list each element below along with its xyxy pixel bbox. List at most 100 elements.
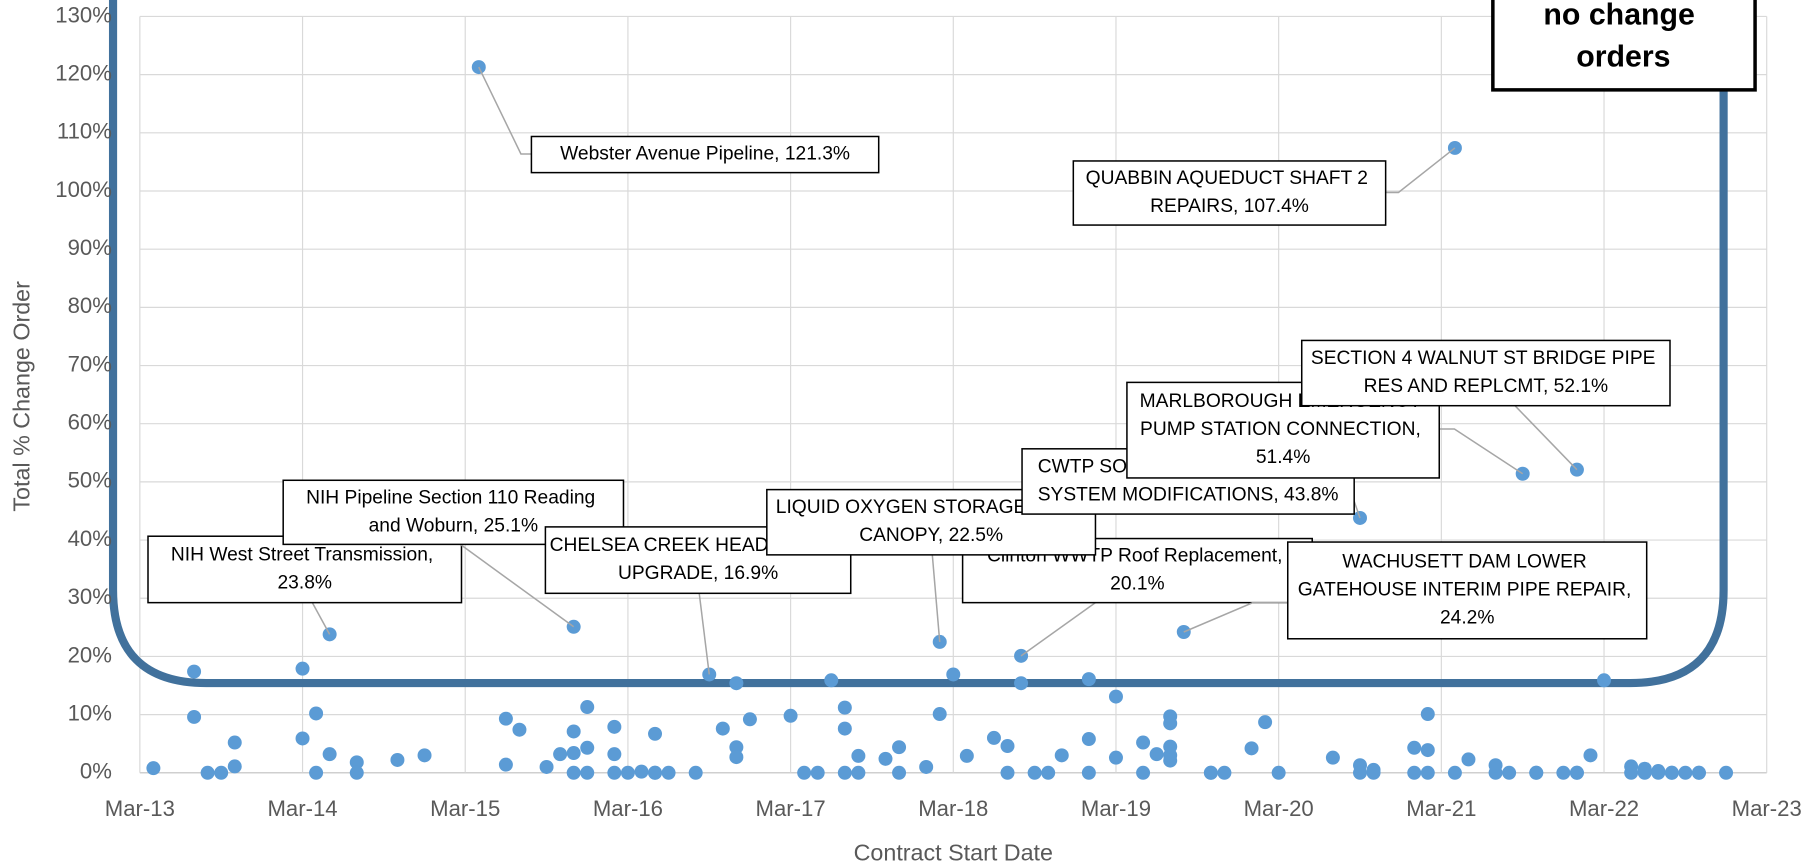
point: [1176, 625, 1191, 639]
point: [1569, 765, 1584, 780]
point: [1163, 716, 1178, 731]
point: [837, 765, 852, 780]
label-box: [1300, 339, 1671, 407]
point: [1325, 750, 1340, 765]
point: [878, 751, 893, 766]
point: [1163, 739, 1178, 754]
y-tick-label: 60%: [68, 410, 112, 435]
x-tick-label: Mar-16: [593, 796, 663, 821]
point: [932, 707, 947, 722]
point: [295, 731, 310, 746]
y-tick-label: 10%: [68, 700, 112, 725]
point: [1136, 735, 1151, 750]
point: [986, 730, 1001, 745]
leader-line: [1183, 601, 1288, 633]
text-line: 23.8%: [277, 572, 332, 593]
point: [566, 724, 581, 739]
y-tick-label: 100%: [55, 177, 112, 202]
callouts: NIH West Street Transmission, 23.8% NIH P…: [147, 66, 1671, 675]
point: [566, 746, 581, 761]
data-label: QUABBIN AQUEDUCT SHAFT 2 REPAIRS, 107.4%: [1086, 168, 1374, 217]
point: [1583, 748, 1598, 763]
point: [309, 765, 324, 780]
point: [783, 708, 798, 723]
x-tick-label: Mar-15: [430, 796, 500, 821]
point: [1502, 765, 1517, 780]
point: [959, 748, 974, 763]
label-box: [1286, 541, 1648, 640]
x-tick-label: Mar-18: [918, 796, 988, 821]
text-line: NIH Pipeline Section 110 Reading: [306, 487, 601, 508]
point: [309, 706, 324, 721]
x-axis-title: Contract Start Date: [854, 840, 1053, 865]
point: [892, 740, 907, 755]
note-box: [1491, 0, 1757, 92]
point: [1081, 732, 1096, 747]
point: [1420, 765, 1435, 780]
point: [1556, 765, 1571, 780]
point: [1244, 741, 1259, 756]
point: [715, 721, 730, 736]
point: [742, 712, 757, 727]
text-line: orders: [1576, 40, 1670, 73]
text-line: RES AND REPLCMT, 52.1%: [1364, 376, 1609, 397]
y-tick-label: 120%: [55, 60, 112, 85]
y-tick-label: 30%: [68, 584, 112, 609]
point: [1407, 740, 1422, 755]
point: [1149, 747, 1164, 762]
leader-line: [1353, 501, 1361, 519]
point: [471, 60, 486, 75]
point: [1000, 765, 1015, 780]
text-line: Webster Avenue Pipeline, 121.3%: [560, 144, 850, 165]
x-tick-label: Mar-19: [1081, 796, 1151, 821]
point: [648, 726, 663, 741]
text-line: PUMP STATION CONNECTION,: [1140, 419, 1426, 440]
point: [417, 748, 432, 763]
point: [1136, 765, 1151, 780]
x-tick-label: Mar-23: [1732, 796, 1802, 821]
text-line: QUABBIN AQUEDUCT SHAFT 2: [1086, 168, 1374, 189]
text-line: no change: [1543, 0, 1703, 31]
point: [1366, 765, 1381, 780]
point: [620, 765, 635, 780]
point: [553, 747, 568, 762]
leader-line: [459, 543, 575, 628]
point: [837, 721, 852, 736]
point: [688, 765, 703, 780]
point: [648, 765, 663, 780]
leader-line: [311, 602, 331, 635]
point: [580, 740, 595, 755]
data-label: NIH Pipeline Section 110 Reading and Wob…: [306, 487, 601, 536]
leader-line: [698, 593, 711, 675]
text-line: and Woburn, 25.1%: [369, 515, 539, 536]
x-tick-label: Mar-21: [1406, 796, 1476, 821]
point: [1719, 765, 1734, 780]
point: [729, 740, 744, 755]
point: [892, 765, 907, 780]
point: [1691, 765, 1706, 780]
point: [214, 765, 229, 780]
text-line: GATEHOUSE INTERIM PIPE REPAIR,: [1298, 579, 1637, 600]
point: [837, 700, 852, 715]
y-tick-label: 110%: [57, 119, 112, 144]
point: [1081, 765, 1096, 780]
point: [580, 765, 595, 780]
point: [1678, 765, 1693, 780]
y-tick-label: 50%: [68, 468, 112, 493]
point: [512, 722, 527, 737]
point: [1488, 758, 1503, 773]
y-tick-label: 80%: [68, 293, 112, 318]
point: [1651, 765, 1666, 780]
point: [1447, 765, 1462, 780]
points: [146, 60, 1734, 780]
point: [607, 765, 622, 780]
point: [1597, 673, 1612, 688]
y-tick-label: 90%: [68, 235, 112, 260]
leader-line: [931, 554, 941, 642]
x-tick-label: Mar-22: [1569, 796, 1639, 821]
point: [390, 753, 405, 767]
point: [919, 759, 934, 774]
data-label: WACHUSETT DAM LOWER GATEHOUSE INTERIM PI…: [1298, 552, 1637, 629]
